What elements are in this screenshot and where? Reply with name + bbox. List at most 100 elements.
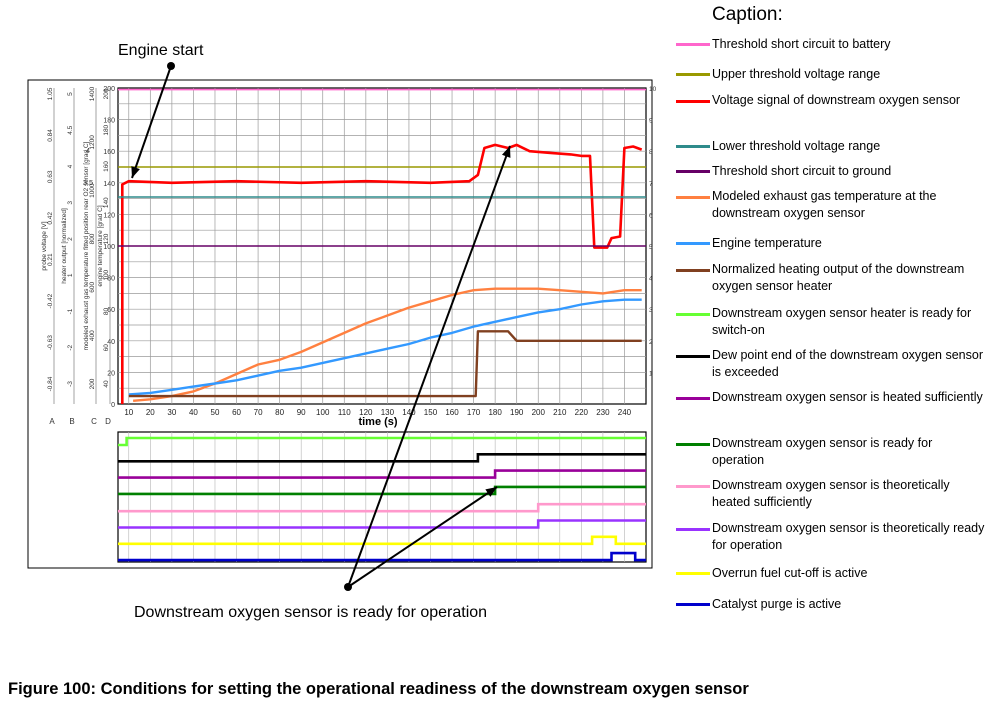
x-tick-label: 230 — [596, 408, 610, 417]
y-tick-label: 40 — [107, 339, 115, 346]
ready-arrow-upper-head — [501, 146, 511, 158]
status-line-5 — [118, 519, 646, 529]
x-tick-label: 40 — [189, 408, 198, 417]
legend-label: Downstream oxygen sensor is ready for op… — [712, 436, 933, 467]
x-tick-label: 60 — [232, 408, 241, 417]
legend-label: Downstream oxygen sensor is theoreticall… — [712, 521, 985, 552]
series-line-6 — [128, 298, 642, 396]
x-tick-label: 30 — [167, 408, 176, 417]
axis-tick-A: -0.63 — [47, 335, 54, 350]
axis-label-C: modeled exhaust gas temperature fitted p… — [83, 141, 90, 350]
x-tick-label: 130 — [381, 408, 395, 417]
axis-tick-B: 5 — [67, 92, 74, 96]
axis-letter-A: A — [49, 417, 55, 426]
ready-arrow-lower-shaft — [347, 486, 498, 588]
axis-tick-D: 60 — [103, 344, 110, 352]
x-axis-label: time (s) — [358, 416, 397, 428]
axis-tick-B: 3 — [67, 201, 74, 205]
right-tick-label: 10 — [649, 86, 657, 93]
legend-swatch — [676, 100, 710, 103]
x-tick-label: 100 — [316, 408, 330, 417]
x-tick-label: 110 — [338, 408, 351, 417]
axis-tick-A: 1.05 — [47, 87, 54, 100]
axis-tick-A: 0.21 — [47, 253, 54, 266]
axis-tick-B: -3 — [67, 381, 74, 387]
y-tick-label: 180 — [103, 118, 115, 125]
axis-tick-B: -1 — [67, 308, 74, 314]
status-line-4 — [118, 502, 646, 513]
legend-label: Upper threshold voltage range — [712, 67, 881, 81]
status-line-1 — [118, 452, 646, 463]
series-line-2 — [121, 143, 643, 404]
legend-label: Downstream oxygen sensor heater is ready… — [712, 306, 972, 337]
axis-label-A: probe voltage [V] — [41, 221, 48, 270]
ready-arrow-upper-shaft — [347, 145, 511, 588]
status-line-0 — [118, 436, 646, 447]
legend-swatch — [676, 528, 710, 531]
legend-label: Normalized heating output of the downstr… — [712, 262, 965, 293]
axis-tick-A: 0.42 — [47, 212, 54, 225]
x-tick-label: 150 — [424, 408, 438, 417]
x-tick-label: 180 — [488, 408, 502, 417]
x-tick-label: 70 — [254, 408, 263, 417]
legend-title: Caption: — [712, 4, 783, 25]
x-tick-label: 120 — [359, 408, 373, 417]
right-tick-label: 3 — [649, 307, 653, 314]
axis-tick-C: 1000 — [89, 183, 96, 198]
right-tick-label: 2 — [649, 339, 653, 346]
x-tick-label: 20 — [146, 408, 155, 417]
axis-tick-D: 120 — [103, 233, 110, 244]
y-tick-label: 20 — [107, 370, 115, 377]
legend-label: Threshold short circuit to ground — [712, 164, 892, 178]
x-tick-label: 210 — [553, 408, 567, 417]
axis-tick-C: 400 — [89, 330, 96, 341]
axis-letter-B: B — [69, 417, 74, 426]
axis-tick-A: 0.84 — [47, 129, 54, 142]
legend-swatch — [676, 269, 710, 272]
right-tick-label: 8 — [649, 149, 653, 156]
x-tick-label: 240 — [618, 408, 632, 417]
ready-arrow-lower-head — [485, 487, 497, 497]
axis-tick-D: 180 — [103, 124, 110, 135]
axis-tick-D: 40 — [103, 380, 110, 388]
legend-swatch — [676, 43, 710, 46]
y-tick-label: 140 — [103, 181, 115, 188]
x-tick-label: 220 — [575, 408, 589, 417]
legend-swatch — [676, 196, 710, 199]
x-tick-label: 50 — [211, 408, 220, 417]
legend-swatch — [676, 572, 710, 575]
engine-start-arrow-head — [131, 166, 140, 178]
y-tick-label: 160 — [103, 149, 115, 156]
axis-tick-C: 200 — [89, 378, 96, 389]
ready-arrow-upper — [347, 145, 511, 588]
legend-label: Overrun fuel cut-off is active — [712, 566, 868, 580]
axis-tick-B: 1 — [67, 273, 74, 277]
legend-swatch — [676, 242, 710, 245]
legend-label: Threshold short circuit to battery — [712, 37, 891, 51]
outer-frame — [27, 79, 653, 569]
legend-swatch — [676, 170, 710, 173]
axis-tick-B: 2 — [67, 237, 74, 241]
legend-label: Engine temperature — [712, 236, 822, 250]
right-tick-label: 1 — [649, 370, 653, 377]
legend-label: Voltage signal of downstream oxygen sens… — [712, 93, 961, 107]
legend-swatch — [676, 355, 710, 358]
right-tick-label: 9 — [649, 118, 653, 125]
x-tick-label: 190 — [510, 408, 524, 417]
callout-arrows — [131, 62, 511, 591]
y-tick-label: 200 — [103, 86, 115, 93]
engine-start-arrow — [131, 65, 172, 179]
right-tick-label: 4 — [649, 276, 653, 283]
engine-start-callout: Engine start — [118, 42, 204, 59]
legend-label: Dew point end of the downstream oxygen s… — [712, 348, 983, 379]
legend-swatch — [676, 73, 710, 76]
status-line-2 — [118, 469, 646, 479]
ready-arrow-lower — [347, 486, 498, 588]
y-tick-label: 80 — [107, 276, 115, 283]
axis-letter-C: C — [91, 417, 97, 426]
engine-start-arrow-shaft — [131, 65, 172, 179]
legend-swatch — [676, 397, 710, 400]
axis-tick-C: 1400 — [89, 86, 96, 101]
axis-tick-C: 800 — [89, 233, 96, 244]
